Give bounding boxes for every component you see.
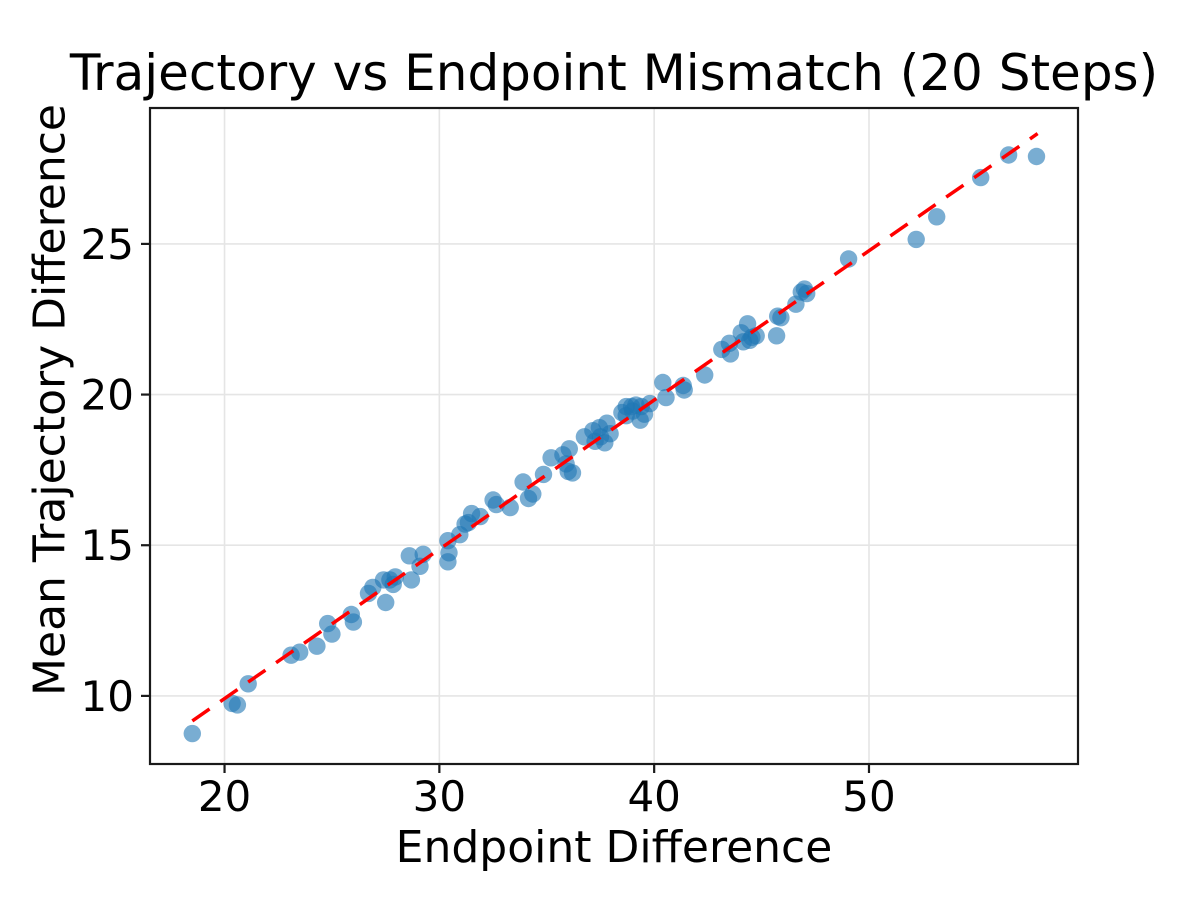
scatter-point — [560, 440, 578, 458]
scatter-point — [402, 571, 421, 589]
scatter-point — [654, 373, 672, 392]
scatter-point — [524, 485, 542, 503]
chart-title: Trajectory vs Endpoint Mismatch (20 Step… — [69, 44, 1159, 102]
scatter-point — [772, 309, 790, 327]
scatter-point — [657, 388, 675, 407]
scatter-point — [471, 507, 489, 526]
y-tick-label: 15 — [81, 521, 134, 570]
scatter-point — [563, 464, 582, 482]
y-tick-label: 20 — [81, 371, 134, 420]
scatter-point — [767, 327, 786, 345]
x-tick-label: 50 — [842, 772, 895, 821]
scatter-point — [400, 547, 418, 565]
scatter-point — [183, 724, 201, 743]
scatter-point — [972, 168, 990, 187]
scatter-point — [675, 381, 693, 399]
scatter-point — [738, 315, 757, 333]
x-tick-label: 30 — [413, 772, 466, 821]
scatter-point — [928, 208, 946, 226]
x-axis-label: Endpoint Difference — [395, 822, 833, 873]
scatter-point — [839, 250, 858, 268]
x-tick-label: 20 — [198, 772, 251, 821]
scatter-point — [487, 495, 505, 514]
scatter-point — [308, 637, 326, 655]
y-tick-label: 25 — [81, 220, 134, 269]
scatter-point — [344, 613, 363, 631]
scatter-point — [696, 366, 714, 384]
scatter-point — [439, 553, 457, 571]
scatter-point — [1027, 147, 1046, 166]
axes-spines — [148, 106, 1080, 766]
x-tick-label: 40 — [627, 772, 680, 821]
scatter-point — [228, 696, 247, 714]
y-axis-label: Mean Trajectory Difference — [24, 104, 76, 696]
scatter-point — [377, 593, 395, 612]
y-tick-label: 10 — [81, 672, 134, 721]
scatter-point — [907, 230, 925, 249]
scatter-point — [291, 643, 309, 661]
scatter-point — [323, 625, 341, 643]
trend-line — [191, 132, 1039, 723]
